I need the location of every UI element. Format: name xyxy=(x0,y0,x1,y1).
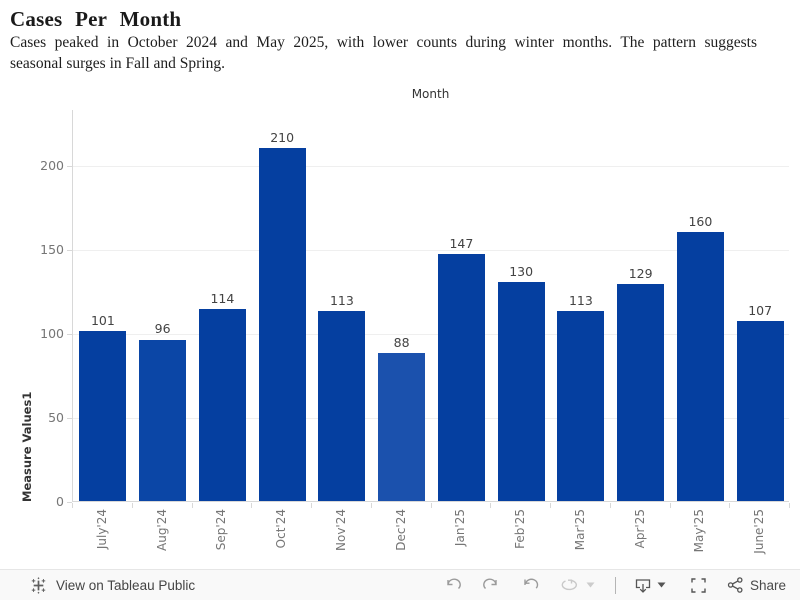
y-tick-mark xyxy=(67,333,72,335)
view-on-tableau-public-link[interactable]: View on Tableau Public xyxy=(30,576,196,594)
x-tick-label: Jan'25 xyxy=(453,509,468,547)
x-tick-mark xyxy=(729,503,730,508)
bar[interactable] xyxy=(318,310,366,501)
x-tick-label: Aug'24 xyxy=(154,509,169,551)
x-tick-label: May'25 xyxy=(692,509,707,553)
x-tick-mark xyxy=(371,503,372,508)
x-tick-mark xyxy=(490,503,491,508)
tableau-toolbar: View on Tableau Public xyxy=(0,569,800,600)
bar[interactable] xyxy=(617,283,665,501)
refresh-icon xyxy=(560,575,580,595)
bar-value-label: 130 xyxy=(509,264,534,280)
x-tick-mark xyxy=(72,503,73,508)
bar[interactable] xyxy=(736,320,784,501)
x-tick-label: Feb'25 xyxy=(513,509,528,549)
bar-value-label: 88 xyxy=(393,334,410,350)
toolbar-actions: Share xyxy=(443,575,786,595)
y-tick-mark xyxy=(67,502,72,503)
x-axis-title: Month xyxy=(411,87,450,101)
tableau-logo-icon xyxy=(30,576,47,594)
bar-value-label: 113 xyxy=(568,292,593,308)
x-tick-mark xyxy=(610,503,611,508)
plot-area: 101 96 114 210 113 88 147 130 113 129 160 107 xyxy=(72,110,789,502)
page-subtitle-line-1: Cases peaked in October 2024 and May 202… xyxy=(10,34,757,51)
download-caret-down-icon[interactable] xyxy=(657,575,669,595)
x-tick-mark xyxy=(670,503,671,508)
x-tick-label: Dec'24 xyxy=(393,509,408,551)
gridline xyxy=(73,333,789,335)
gridline xyxy=(73,417,789,419)
bar[interactable] xyxy=(139,339,187,501)
fullscreen-button[interactable] xyxy=(689,575,709,595)
view-on-tableau-public-label: View on Tableau Public xyxy=(56,577,196,593)
x-tick-mark xyxy=(192,503,193,508)
x-tick-mark xyxy=(550,503,551,508)
x-tick-mark xyxy=(251,503,252,508)
bar[interactable] xyxy=(258,147,306,501)
redo-button[interactable] xyxy=(482,575,502,595)
bar-value-label: 114 xyxy=(210,291,235,307)
page-subtitle-line-2: seasonal surges in Fall and Spring. xyxy=(10,55,225,72)
bar-value-label: 107 xyxy=(748,302,773,318)
bar[interactable] xyxy=(557,310,605,501)
x-tick-mark xyxy=(311,503,312,508)
download-button[interactable] xyxy=(633,575,653,595)
x-tick-label: Apr'25 xyxy=(632,509,647,549)
refresh-caret-down-icon xyxy=(586,575,598,595)
bar[interactable] xyxy=(676,231,724,501)
x-tick-label: Sep'24 xyxy=(214,509,229,551)
bar-value-label: 147 xyxy=(449,235,474,251)
share-label: Share xyxy=(749,577,786,593)
x-tick-mark xyxy=(132,503,133,508)
y-tick-label: 200 xyxy=(40,157,64,173)
x-tick-label: June'25 xyxy=(752,509,767,554)
bar[interactable] xyxy=(198,309,246,501)
bar[interactable] xyxy=(378,352,426,501)
y-tick-label: 150 xyxy=(40,241,64,257)
bar[interactable] xyxy=(497,282,545,501)
revert-button[interactable] xyxy=(521,575,541,595)
toolbar-divider xyxy=(614,576,616,594)
bar-value-label: 210 xyxy=(270,129,295,145)
y-tick-label: 100 xyxy=(40,325,64,341)
x-tick-mark xyxy=(431,503,432,508)
y-tick-mark xyxy=(67,249,72,251)
x-tick-mark xyxy=(789,503,790,508)
undo-button[interactable] xyxy=(443,575,463,595)
bar-value-label: 113 xyxy=(329,292,354,308)
share-icon xyxy=(727,577,744,593)
bar-value-label: 160 xyxy=(688,213,713,229)
gridline xyxy=(73,249,789,251)
x-tick-label: Mar'25 xyxy=(572,509,587,551)
bar-value-label: 96 xyxy=(154,321,171,337)
share-button[interactable]: Share xyxy=(727,577,786,593)
y-tick-label: 50 xyxy=(48,409,64,425)
bar[interactable] xyxy=(437,253,485,501)
y-tick-label: 0 xyxy=(56,494,64,509)
x-tick-label: Nov'24 xyxy=(333,509,348,551)
page-title: Cases Per Month xyxy=(10,7,182,31)
bar[interactable] xyxy=(79,331,127,501)
bar-value-label: 129 xyxy=(628,265,653,281)
gridline xyxy=(73,165,789,167)
y-tick-mark xyxy=(67,165,72,167)
y-tick-mark xyxy=(67,417,72,419)
viz-header: Cases Per Month Cases peaked in October … xyxy=(10,7,757,74)
bar-value-label: 101 xyxy=(90,313,115,329)
x-tick-label: July'24 xyxy=(94,509,109,550)
x-tick-label: Oct'24 xyxy=(274,509,289,549)
